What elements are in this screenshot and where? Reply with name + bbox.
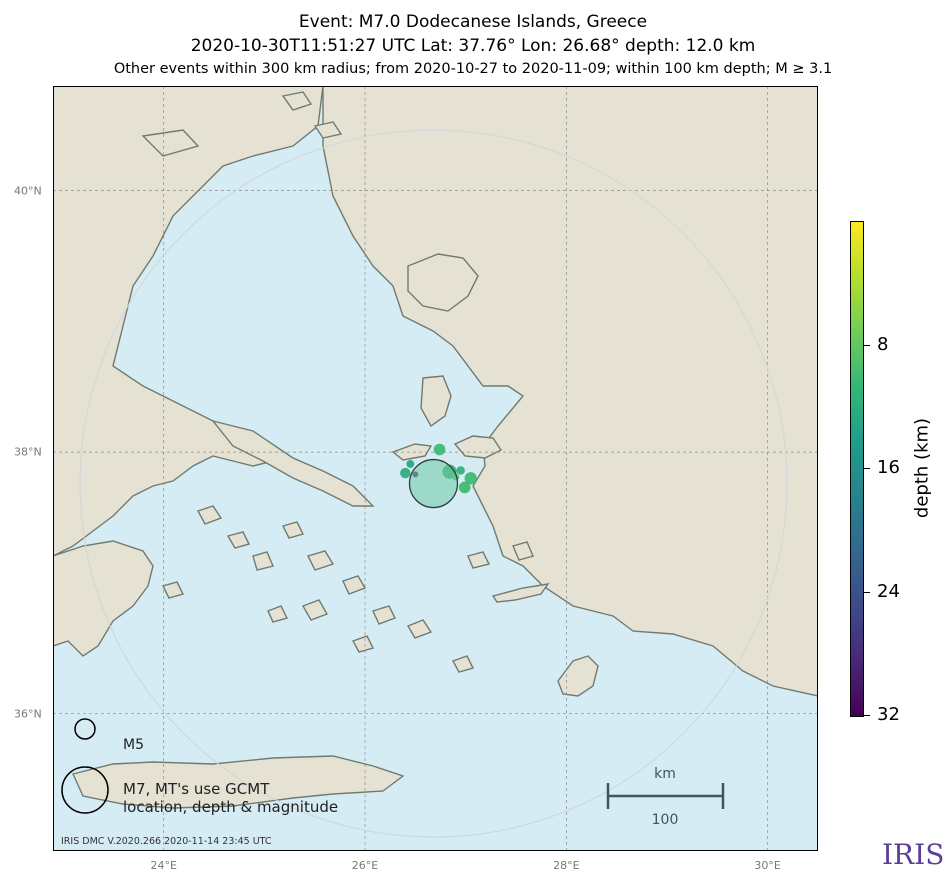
scale-bar-unit: km — [654, 766, 676, 782]
colorbar-tick — [864, 468, 870, 469]
lon-tick-label: 24°E — [150, 859, 177, 872]
iris-logo: IRIS — [882, 838, 945, 871]
event-marker — [456, 466, 465, 475]
graticule — [53, 86, 818, 851]
colorbar-title: depth (km) — [911, 417, 933, 519]
lon-tick-label: 28°E — [553, 859, 580, 872]
event-marker — [400, 467, 411, 479]
scale-bar — [606, 783, 725, 809]
event-marker — [464, 472, 477, 485]
colorbar-tick — [864, 591, 870, 593]
legend-m5-circle — [74, 718, 96, 740]
legend-m7-label-line1: M7, MT's use GCMT — [123, 780, 270, 798]
legend-m7-label-line2: location, depth & magnitude — [123, 798, 338, 816]
event-marker — [458, 481, 471, 494]
search-radius-circle — [79, 129, 788, 838]
lat-tick-label: 40°N — [14, 184, 42, 198]
lon-tick-label: 26°E — [351, 859, 379, 872]
event-marker — [406, 460, 415, 468]
legend-m5-label: M5 — [123, 737, 144, 753]
epicenter-map: M5 M7, MT's use GCMT location, depth & m… — [53, 86, 818, 851]
event-title: Event: M7.0 Dodecanese Islands, Greece — [298, 12, 648, 32]
mainshock-marker — [408, 458, 459, 509]
lat-tick-label: 36°N — [14, 707, 42, 721]
colorbar-tick — [864, 715, 870, 716]
search-criteria: Other events within 300 km radius; from … — [113, 61, 833, 77]
event-details: 2020-10-30T11:51:27 UTC Lat: 37.76° Lon:… — [190, 36, 756, 56]
land-areas — [53, 86, 818, 809]
lat-tick-label: 38°N — [14, 445, 42, 459]
depth-colorbar — [850, 221, 864, 717]
map-frame — [53, 86, 818, 851]
legend-m7-circle — [61, 766, 109, 814]
colorbar-tick-label: 8 — [877, 333, 889, 355]
scale-bar-value: 100 — [652, 812, 679, 828]
lon-tick-label: 30°E — [754, 859, 781, 872]
colorbar-tick-label: 32 — [877, 704, 900, 725]
credit-text: IRIS DMC V.2020.266 2020-11-14 23:45 UTC — [61, 836, 272, 847]
colorbar-tick-label: 16 — [877, 457, 900, 478]
colorbar-tick — [864, 344, 870, 346]
event-marker — [433, 443, 446, 456]
colorbar-tick-label: 24 — [877, 580, 900, 602]
